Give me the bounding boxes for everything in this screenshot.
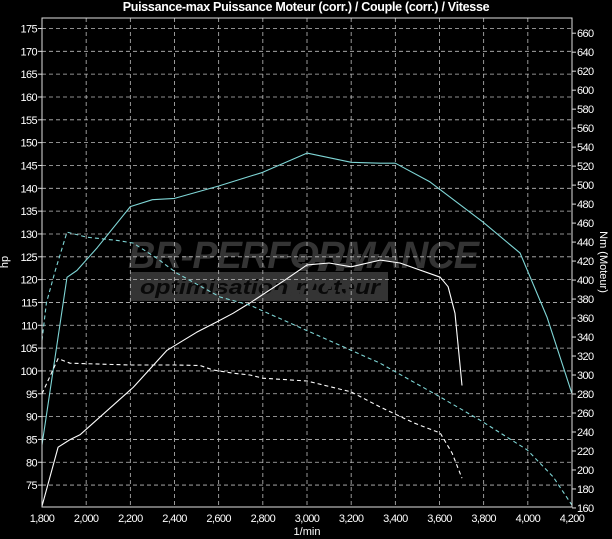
y-left-tick-label: 160 (20, 92, 37, 104)
y-left-tick-label: 175 (20, 24, 37, 36)
grid (42, 18, 572, 507)
x-tick-label: 4,000 (516, 513, 541, 525)
y-left-tick-label: 145 (20, 160, 37, 172)
y-left-tick-label: 85 (26, 434, 38, 446)
y-right-label: Nm (Moteur) (597, 231, 609, 293)
y-left-tick-label: 80 (26, 457, 38, 469)
y-right-tick-label: 300 (577, 370, 594, 382)
y-left-tick-label: 130 (20, 229, 37, 241)
y-left-tick-label: 150 (20, 138, 37, 150)
y-right-tick-label: 440 (577, 237, 594, 249)
y-left-tick-label: 75 (26, 480, 38, 492)
x-tick-label: 3,600 (427, 513, 452, 525)
watermark-tagline: optimisation moteur (140, 277, 382, 299)
y-right-tick-label: 540 (577, 142, 594, 154)
plot-frame (41, 17, 573, 508)
y-right-tick-label: 560 (577, 123, 594, 135)
y-right-tick-label: 580 (577, 104, 594, 116)
checker-square (304, 281, 316, 289)
chart-title: Puissance-max Puissance Moteur (corr.) /… (123, 0, 490, 14)
checker-square (307, 290, 319, 298)
checker-square (284, 272, 296, 280)
x-tick-label: 2,400 (162, 513, 187, 525)
y-right-tick-label: 200 (577, 465, 594, 477)
series-group (41, 152, 573, 507)
checker-square (368, 254, 380, 262)
y-left-tick-label: 115 (21, 297, 37, 309)
y-right-tick-label: 400 (577, 275, 594, 287)
y-right-tick-label: 660 (577, 28, 594, 40)
y-left-label: hp (0, 256, 11, 268)
y-right-tick-label: 280 (577, 389, 594, 401)
y-right-tick-label: 240 (577, 427, 594, 439)
y-right-tick-label: 380 (577, 294, 594, 306)
x-tick-label: 3,000 (295, 513, 320, 525)
y-right-tick-label: 320 (577, 351, 594, 363)
y-left-tick-label: 90 (26, 412, 38, 424)
tick-labels: 1,800 2,000 2,200 2,400 2,600 2,800 3,000 3,200… (20, 24, 594, 525)
y-right-tick-label: 620 (577, 66, 594, 78)
x-tick-label: 2,800 (251, 513, 276, 525)
y-left-tick-label: 125 (20, 252, 37, 264)
y-left-tick-label: 155 (20, 115, 37, 127)
checker-square (325, 290, 337, 298)
checker-square (322, 281, 334, 289)
y-right-tick-label: 160 (577, 503, 594, 515)
y-left-tick-label: 165 (20, 69, 37, 81)
x-tick-label: 2,600 (206, 513, 231, 525)
y-right-tick-label: 360 (577, 313, 594, 325)
checker-square (350, 254, 362, 262)
checker-square (343, 290, 355, 298)
checker-square (320, 272, 332, 280)
y-left-tick-label: 170 (20, 46, 37, 58)
series-line-1 (41, 259, 463, 507)
x-tick-label: 3,800 (471, 513, 496, 525)
series-line-3 (41, 231, 573, 506)
checker-square (271, 290, 283, 298)
checker-square (317, 263, 329, 271)
series-line-2 (41, 358, 463, 479)
y-left-tick-label: 110 (21, 320, 37, 332)
x-axis-label: 1/min (294, 526, 321, 538)
x-tick-label: 4,200 (560, 513, 585, 525)
y-right-tick-label: 180 (577, 484, 594, 496)
checker-square (296, 254, 308, 262)
y-right-tick-label: 460 (577, 218, 594, 230)
checker-square (338, 272, 350, 280)
y-right-tick-label: 500 (577, 180, 594, 192)
y-left-tick-label: 95 (26, 389, 38, 401)
checker-square (353, 263, 365, 271)
y-right-tick-label: 520 (577, 161, 594, 173)
y-left-tick-label: 120 (20, 275, 37, 287)
x-tick-label: 3,200 (339, 513, 364, 525)
x-tick-label: 2,000 (74, 513, 99, 525)
y-right-tick-label: 260 (577, 408, 594, 420)
y-left-tick-label: 100 (20, 366, 37, 378)
x-tick-label: 3,400 (383, 513, 408, 525)
x-tick-label: 2,200 (118, 513, 143, 525)
checker-square (314, 254, 326, 262)
checker-square (289, 290, 301, 298)
checker-square (302, 272, 314, 280)
checker-square (340, 281, 352, 289)
checker-square (356, 272, 368, 280)
y-right-tick-label: 220 (577, 446, 594, 458)
y-right-tick-label: 340 (577, 332, 594, 344)
checker-square (332, 254, 344, 262)
y-right-tick-label: 480 (577, 199, 594, 211)
y-left-tick-label: 105 (20, 343, 37, 355)
y-left-tick-label: 135 (20, 206, 37, 218)
x-tick-label: 1,800 (30, 513, 55, 525)
y-left-tick-label: 140 (20, 183, 37, 195)
checker-square (286, 281, 298, 289)
y-right-tick-label: 640 (577, 47, 594, 59)
y-right-tick-label: 420 (577, 256, 594, 268)
series-line-0 (41, 152, 573, 445)
y-right-tick-label: 600 (577, 85, 594, 97)
